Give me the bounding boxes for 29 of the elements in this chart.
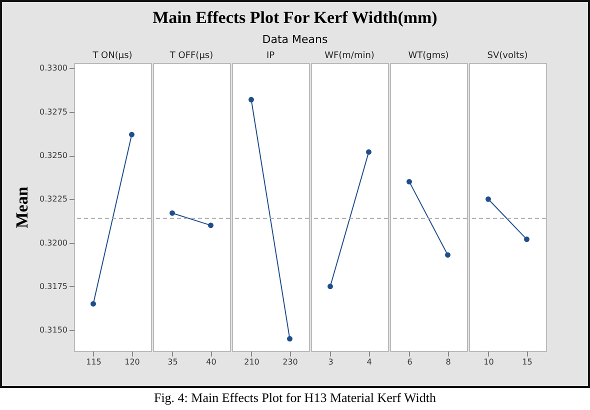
x-tick-label: 15 bbox=[522, 358, 532, 366]
x-axis-title: SV(volts) bbox=[487, 51, 528, 61]
y-tick-label: 0.3200 bbox=[40, 238, 68, 248]
x-tick-label: 3 bbox=[328, 358, 334, 366]
x-tick-label: 4 bbox=[366, 358, 372, 366]
x-tick-label: 115 bbox=[86, 358, 102, 366]
x-axis-title: WT(gms) bbox=[408, 51, 449, 61]
x-axis-title: IP bbox=[266, 51, 276, 61]
x-axis-title: T OFF(µs) bbox=[168, 51, 214, 61]
x-tick-label: 120 bbox=[124, 358, 140, 366]
x-axis-title: T ON(µs) bbox=[92, 51, 132, 61]
x-tick-label: 40 bbox=[206, 358, 216, 366]
y-tick-label: 0.3250 bbox=[40, 151, 68, 160]
x-tick-label: 230 bbox=[282, 358, 298, 366]
x-axis-title: WF(m/min) bbox=[324, 51, 374, 61]
y-tick-label: 0.3225 bbox=[40, 194, 68, 204]
x-tick-label: 10 bbox=[484, 358, 494, 366]
caption: Fig. 4: Main Effects Plot for H13 Material Kerf Width bbox=[152, 390, 438, 406]
x-tick-label: 8 bbox=[446, 358, 451, 366]
x-tick-label: 210 bbox=[244, 358, 260, 366]
y-tick-label: 0.3175 bbox=[40, 282, 68, 291]
y-tick-label: 0.3275 bbox=[40, 107, 68, 116]
x-tick-label: 35 bbox=[168, 358, 178, 366]
text: Main Effects Plot For Kerf Width(mm) bbox=[152, 8, 438, 28]
text: Data Means bbox=[261, 33, 329, 46]
y-tick-label: 0.3300 bbox=[40, 64, 68, 73]
y-axis-title: Mean bbox=[12, 186, 32, 228]
x-tick-label: 6 bbox=[407, 358, 412, 366]
y-tick-label: 0.3150 bbox=[40, 326, 68, 335]
